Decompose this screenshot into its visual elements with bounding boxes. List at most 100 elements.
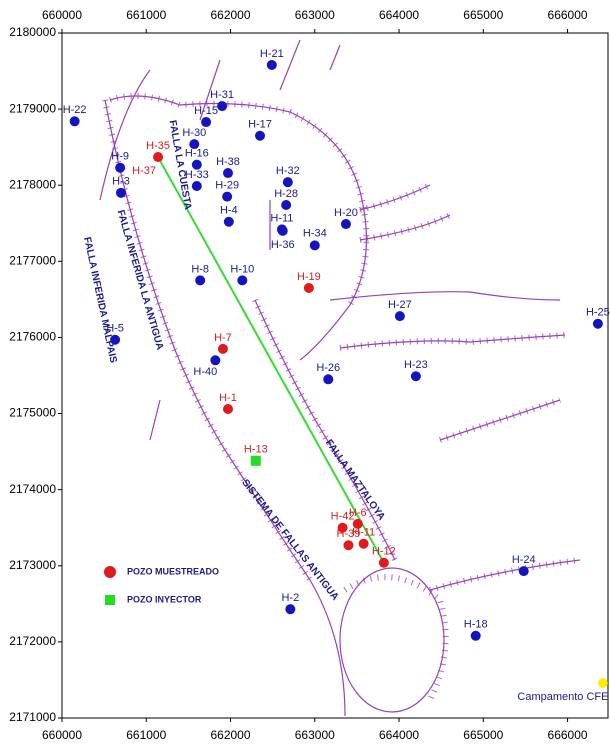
x-tick-label: 665000 (463, 728, 503, 742)
well-marker (518, 566, 529, 577)
well-label: H-2 (281, 592, 299, 604)
x-tick-label: 661000 (126, 728, 166, 742)
well-marker (340, 219, 351, 230)
well-label: H-3 (112, 176, 130, 188)
well-marker (222, 403, 233, 414)
well-marker (592, 318, 603, 329)
well-marker (281, 200, 292, 211)
y-tick-label: 2171000 (9, 710, 56, 724)
y-tick-label: 2177000 (9, 254, 56, 268)
well-marker (303, 282, 314, 293)
well-label: H-18 (464, 619, 488, 631)
well-label: H-19 (297, 271, 321, 283)
x-tick-label: 666000 (548, 8, 588, 22)
well-label: H-40 (193, 366, 217, 378)
well-marker (410, 371, 421, 382)
well-label: H-7 (214, 332, 232, 344)
well-marker (250, 455, 261, 466)
x-tick-label: 663000 (295, 728, 335, 742)
well-marker (222, 168, 233, 179)
y-tick-label: 2175000 (9, 406, 56, 420)
well-marker (337, 522, 348, 533)
well-label: H-5 (106, 323, 124, 335)
well-label: H-26 (316, 362, 340, 374)
well-label: H-6 (349, 507, 367, 519)
well-label: H-23 (404, 359, 428, 371)
well-marker (358, 538, 369, 549)
well-label: H-31 (210, 89, 234, 101)
x-tick-label: 660000 (42, 8, 82, 22)
y-tick-label: 2172000 (9, 634, 56, 648)
well-marker (285, 604, 296, 615)
well-label: H-42 (331, 511, 355, 523)
well-marker (153, 152, 163, 162)
injection-line (157, 156, 385, 564)
well-marker (195, 275, 206, 286)
x-tick-label: 661000 (126, 8, 166, 22)
well-marker (282, 177, 293, 188)
well-label: H-10 (230, 263, 254, 275)
well-label: H-35 (146, 140, 170, 152)
well-marker (189, 139, 200, 150)
y-tick-label: 2174000 (9, 482, 56, 496)
well-marker (217, 101, 228, 112)
well-marker (266, 59, 277, 70)
well-label: H-30 (182, 127, 206, 139)
well-marker (255, 130, 266, 141)
well-label: H-11 (270, 212, 293, 224)
x-tick-label: 663000 (295, 8, 335, 22)
well-marker (237, 275, 248, 286)
legend-label: POZO MUESTREADO (127, 566, 219, 576)
well-label: H-36 (271, 239, 295, 251)
well-label: H-29 (215, 180, 239, 192)
well-marker (115, 187, 126, 198)
well-marker (115, 162, 126, 173)
well-marker (309, 240, 320, 251)
well-label: H-21 (260, 48, 284, 60)
y-tick-label: 2178000 (9, 177, 56, 191)
well-marker (191, 180, 202, 191)
well-label: H-9 (111, 151, 129, 163)
well-label: H-25 (586, 307, 610, 319)
well-label: H-15 (194, 105, 218, 117)
well-label: Campamento CFE (517, 691, 608, 703)
well-label: H-34 (303, 227, 327, 239)
well-label: H-17 (248, 119, 272, 131)
legend-marker (104, 566, 116, 578)
well-marker (352, 518, 363, 529)
well-label: H-16 (185, 148, 209, 160)
y-tick-label: 2180000 (9, 25, 56, 39)
y-tick-label: 2176000 (9, 330, 56, 344)
well-marker (323, 374, 334, 385)
x-tick-label: 664000 (379, 728, 419, 742)
well-label: H-13 (244, 444, 268, 456)
well-label: H-4 (220, 205, 238, 217)
well-marker (153, 152, 164, 163)
well-marker (277, 225, 288, 236)
well-label: H-22 (63, 104, 87, 116)
fault-label: SISTEMA DE FALLAS ANTIGUA (239, 477, 340, 602)
y-tick-label: 2179000 (9, 101, 56, 115)
x-tick-label: 666000 (548, 728, 588, 742)
well-marker (223, 216, 234, 227)
well-marker (394, 311, 405, 322)
x-tick-label: 665000 (463, 8, 503, 22)
well-marker (217, 343, 228, 354)
well-label: H-1 (219, 392, 237, 404)
well-label: H-20 (334, 207, 358, 219)
well-marker (343, 540, 354, 551)
well-label: H-27 (388, 299, 412, 311)
fault-label: FALLA INFERIDA MALPAIS (81, 236, 119, 364)
well-label: H-39 (337, 528, 361, 540)
well-marker (222, 191, 233, 202)
well-label: H-28 (274, 188, 298, 200)
well-label: H-38 (216, 156, 240, 168)
well-label: H-11 (352, 527, 375, 539)
well-label: H-12 (372, 546, 396, 558)
well-marker (378, 557, 389, 568)
faults (99, 39, 581, 717)
x-tick-label: 662000 (210, 728, 250, 742)
x-tick-label: 664000 (379, 8, 419, 22)
y-tick-label: 2173000 (9, 558, 56, 572)
